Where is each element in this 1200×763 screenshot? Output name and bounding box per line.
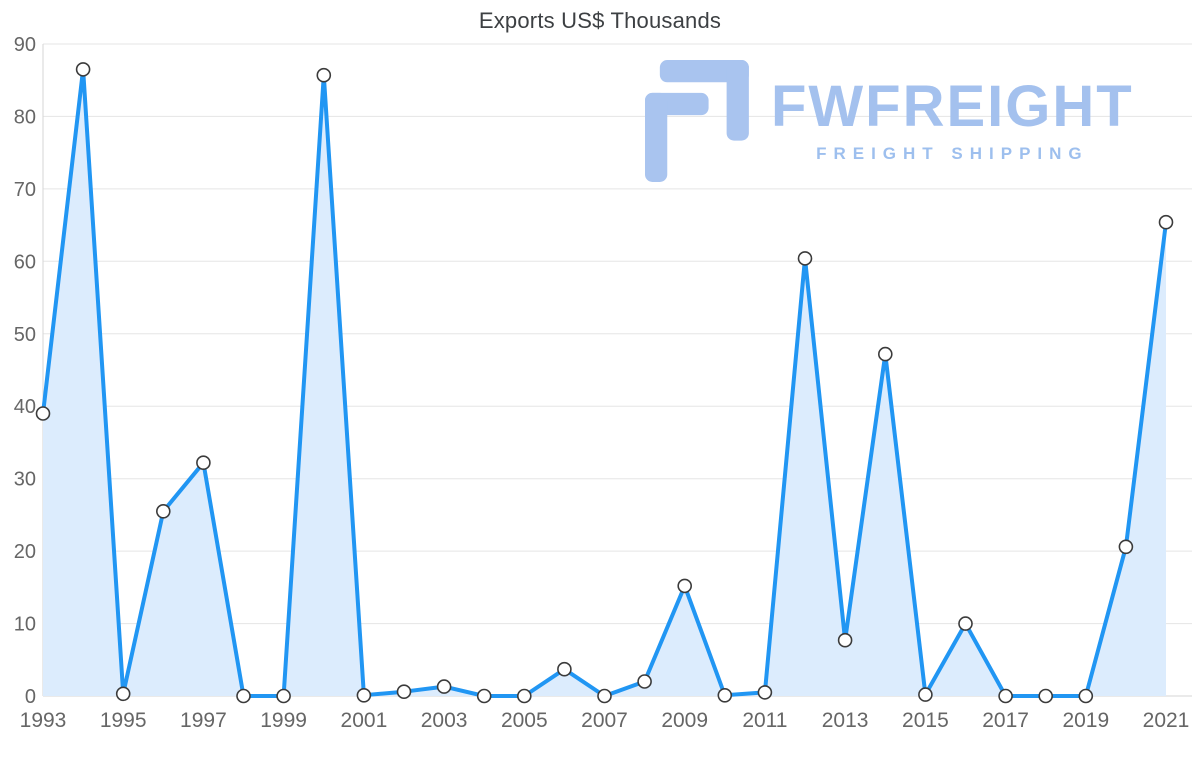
y-tick-label: 40 — [14, 396, 36, 418]
data-point-marker[interactable] — [276, 688, 291, 704]
data-point-marker[interactable] — [998, 688, 1013, 704]
data-point-marker[interactable] — [918, 687, 933, 702]
data-point-marker[interactable] — [677, 578, 693, 594]
data-point-marker[interactable] — [396, 684, 412, 700]
x-tick-label: 1995 — [100, 709, 147, 732]
data-point-marker[interactable] — [115, 686, 131, 702]
y-tick-label: 30 — [14, 469, 36, 491]
x-tick-label: 2009 — [661, 709, 708, 732]
x-tick-label: 2015 — [902, 709, 949, 732]
data-point-marker[interactable] — [1038, 688, 1053, 704]
data-point-marker[interactable] — [75, 62, 91, 77]
data-point-marker[interactable] — [797, 251, 813, 266]
x-tick-label: 2011 — [742, 709, 787, 732]
y-tick-label: 90 — [14, 34, 36, 56]
data-point-marker[interactable] — [516, 688, 532, 704]
data-point-marker[interactable] — [958, 616, 973, 631]
x-tick-label: 2017 — [982, 709, 1029, 732]
series-area-fill — [43, 69, 1166, 696]
data-point-marker[interactable] — [597, 688, 612, 704]
x-tick-label: 2005 — [501, 709, 548, 732]
data-point-marker[interactable] — [356, 687, 372, 703]
data-point-marker[interactable] — [557, 661, 572, 677]
data-point-marker[interactable] — [877, 346, 893, 362]
data-point-marker[interactable] — [1078, 688, 1094, 704]
y-tick-label: 70 — [14, 179, 36, 201]
data-point-marker[interactable] — [35, 406, 51, 421]
data-point-marker[interactable] — [757, 685, 773, 700]
data-point-marker[interactable] — [436, 679, 452, 694]
y-tick-label: 80 — [14, 106, 36, 128]
data-point-marker[interactable] — [837, 632, 853, 648]
x-tick-label: 2007 — [581, 709, 628, 732]
x-tick-label: 2019 — [1062, 709, 1109, 732]
data-point-marker[interactable] — [156, 503, 171, 519]
y-tick-label: 0 — [25, 686, 36, 708]
data-point-marker[interactable] — [236, 688, 251, 704]
x-tick-label: 2003 — [421, 709, 468, 732]
data-point-marker[interactable] — [717, 687, 733, 703]
data-point-marker[interactable] — [1158, 214, 1174, 230]
x-tick-label: 2001 — [341, 709, 388, 732]
data-point-marker[interactable] — [476, 688, 492, 704]
x-tick-label: 1993 — [20, 709, 67, 732]
data-point-marker[interactable] — [637, 674, 652, 689]
x-tick-label: 2021 — [1143, 709, 1190, 732]
x-tick-label: 1997 — [180, 709, 227, 732]
y-tick-label: 10 — [14, 614, 36, 636]
y-tick-label: 60 — [14, 251, 36, 273]
chart-title: Exports US$ Thousands — [478, 8, 722, 33]
x-tick-label: 2013 — [822, 709, 869, 732]
data-point-marker[interactable] — [1118, 539, 1134, 555]
data-point-marker[interactable] — [316, 67, 332, 83]
x-tick-label: 1999 — [260, 709, 307, 732]
y-tick-label: 50 — [14, 324, 36, 346]
data-point-marker[interactable] — [196, 455, 211, 471]
y-tick-label: 20 — [14, 541, 36, 563]
